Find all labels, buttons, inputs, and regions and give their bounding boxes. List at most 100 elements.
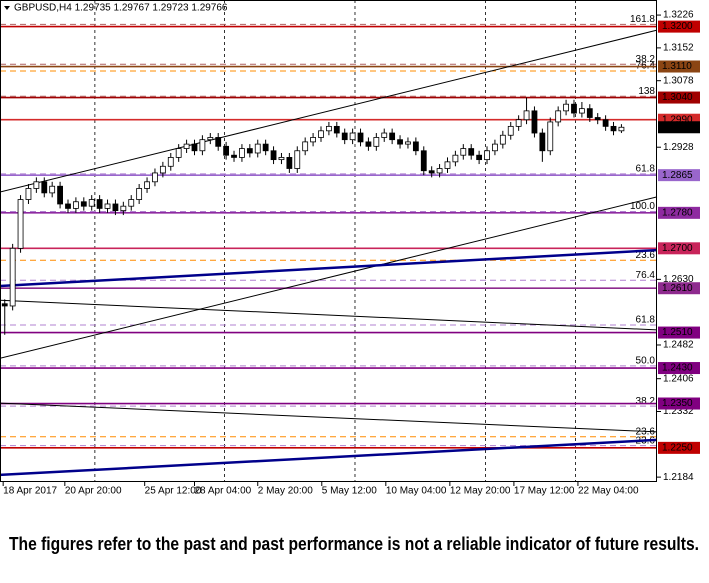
trend-line (0, 248, 658, 288)
candle-body (262, 143, 269, 152)
candle-body (33, 181, 40, 189)
footnote: The figures refer to the past and past p… (9, 534, 699, 554)
candle-body (80, 201, 87, 207)
x-tick-label: 12 May 20:00 (450, 486, 511, 497)
candle-body (373, 137, 380, 147)
fib-label: 138 (638, 86, 655, 97)
candle-body (578, 108, 585, 114)
trend-line (0, 438, 658, 477)
x-tick-label: 28 Apr 04:00 (194, 486, 251, 497)
current-price-box (658, 121, 700, 134)
fib-label: 50.0 (636, 355, 656, 366)
y-tick-label: 1.2332 (663, 406, 694, 417)
candle-body (341, 132, 348, 141)
candle-body (484, 150, 490, 161)
fib-label: 38.2 (636, 396, 656, 407)
candle-body (17, 199, 24, 249)
candle-body (436, 168, 443, 174)
candle-body (223, 145, 230, 156)
candle-body (207, 137, 214, 141)
fib-label: 23.6 (636, 426, 656, 437)
candle-body (318, 130, 324, 138)
trend-line (0, 299, 658, 331)
candle-body (199, 139, 206, 152)
candle-body (25, 188, 32, 200)
candle-body (618, 126, 625, 132)
candle-body (531, 110, 538, 134)
candle-body (610, 125, 617, 132)
level-box (658, 242, 700, 255)
x-tick-label: 22 May 04:00 (578, 486, 639, 497)
x-tick-label: 10 May 04:00 (386, 486, 447, 497)
x-tick-label: 17 May 12:00 (514, 486, 575, 497)
level-box (658, 282, 700, 295)
trend-line (0, 29, 658, 193)
fib-label: 23.6 (636, 250, 656, 261)
candle-body (405, 141, 411, 145)
candle-body (412, 141, 419, 152)
level-box (658, 169, 700, 182)
fib-label: 61.8 (636, 315, 656, 326)
level-box (658, 362, 700, 375)
candle-body (294, 150, 301, 169)
x-tick-label: 2 May 20:00 (258, 486, 313, 497)
candle-body (104, 203, 111, 209)
candle-body (120, 205, 127, 212)
y-tick-label: 1.2482 (663, 340, 694, 351)
level-box (658, 397, 700, 410)
menu-icon (4, 6, 10, 10)
level-label: 1.2990 (662, 114, 693, 125)
candle-body (112, 203, 119, 212)
candle-body (239, 148, 245, 158)
candle-body (515, 119, 522, 127)
candle-body (183, 143, 190, 149)
candle-body (539, 132, 546, 152)
candle-body (278, 157, 285, 161)
candle-body (88, 199, 95, 207)
candle-body (586, 108, 593, 118)
level-label: 1.2430 (662, 363, 693, 374)
candle-body (152, 172, 158, 183)
candle-body (476, 154, 483, 161)
candle-body (128, 199, 135, 207)
candle-body (286, 157, 293, 169)
trend-line (0, 402, 658, 433)
candle-body (144, 181, 150, 189)
y-tick-label: 1.3078 (663, 75, 694, 86)
candle-body (270, 150, 277, 161)
candle-body (175, 148, 182, 158)
candle-body (357, 132, 364, 143)
candle-body (507, 125, 514, 136)
fib-label: 100.0 (630, 201, 655, 212)
level-label: 1.3200 (662, 21, 693, 32)
y-tick-label: 1.2928 (663, 142, 694, 153)
candle-body (310, 137, 316, 143)
candle-body (65, 203, 71, 209)
level-label: 1.3110 (662, 61, 692, 72)
candle-body (167, 157, 174, 167)
fib-label: 38.2 (636, 54, 656, 65)
level-label: 1.3040 (662, 92, 693, 103)
candle-body (468, 148, 475, 156)
candle-body (49, 185, 56, 194)
plot-border (0, 0, 657, 482)
fib-label: 61.8 (636, 163, 656, 174)
candle-body (547, 121, 554, 152)
candle-body (397, 139, 403, 145)
candle-body (215, 137, 222, 147)
candle-body (563, 103, 569, 112)
level-box (658, 441, 700, 454)
current-price-label: 1.2973 (662, 122, 693, 133)
trend-line (0, 196, 658, 359)
candle-body (302, 141, 309, 152)
level-box (658, 20, 700, 33)
candle-body (9, 247, 16, 307)
x-tick-label: 18 Apr 2017 (3, 486, 57, 497)
candle-body (444, 161, 451, 169)
level-label: 1.2610 (662, 283, 693, 294)
candle-body (523, 110, 530, 121)
candle-body (159, 165, 166, 174)
candle-body (1, 303, 8, 307)
candle-body (555, 110, 562, 123)
candle-body (246, 148, 253, 154)
